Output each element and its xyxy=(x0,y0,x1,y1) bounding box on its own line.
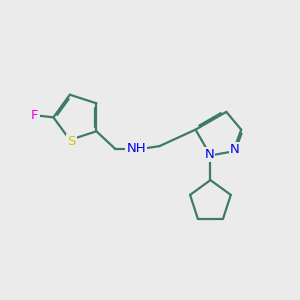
Text: N: N xyxy=(230,143,240,156)
Text: S: S xyxy=(67,135,76,148)
Text: F: F xyxy=(31,109,39,122)
Text: NH: NH xyxy=(126,142,146,155)
Text: N: N xyxy=(204,148,214,161)
